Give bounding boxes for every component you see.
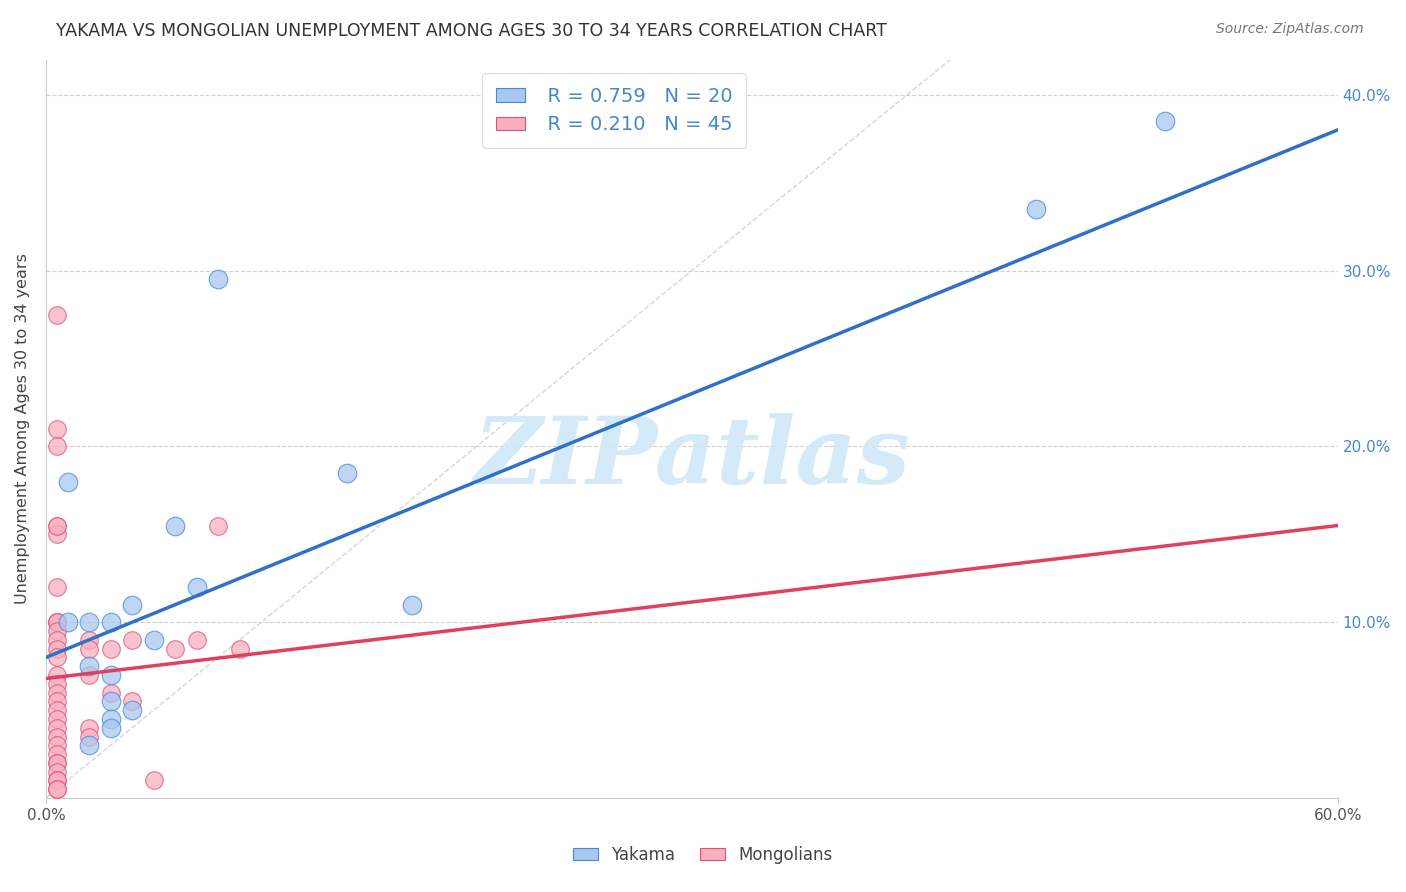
Point: [77, 615, 100, 630]
Point: [207, 272, 229, 286]
Point: [100, 721, 122, 735]
Point: [401, 598, 423, 612]
Point: [100, 712, 122, 726]
Point: [77, 632, 100, 647]
Point: [45, 712, 67, 726]
Point: [186, 632, 208, 647]
Point: [77, 721, 100, 735]
Point: [45, 527, 67, 541]
Legend:   R = 0.759   N = 20,   R = 0.210   N = 45: R = 0.759 N = 20, R = 0.210 N = 45: [482, 73, 747, 148]
Point: [100, 615, 122, 630]
Point: [56, 615, 79, 630]
Point: [45, 773, 67, 788]
Text: ZIPatlas: ZIPatlas: [474, 413, 910, 503]
Point: [45, 677, 67, 691]
Point: [45, 615, 67, 630]
Point: [121, 632, 143, 647]
Point: [121, 598, 143, 612]
Point: [100, 668, 122, 682]
Point: [45, 703, 67, 717]
Point: [45, 615, 67, 630]
Text: Source: ZipAtlas.com: Source: ZipAtlas.com: [1216, 22, 1364, 37]
Point: [1025, 202, 1047, 216]
Point: [45, 308, 67, 322]
Point: [56, 475, 79, 489]
Point: [45, 668, 67, 682]
Point: [45, 439, 67, 453]
Legend: Yakama, Mongolians: Yakama, Mongolians: [567, 839, 839, 871]
Point: [100, 685, 122, 699]
Point: [45, 739, 67, 753]
Point: [45, 694, 67, 708]
Point: [165, 518, 187, 533]
Point: [45, 632, 67, 647]
Point: [45, 747, 67, 761]
Point: [228, 641, 250, 656]
Point: [142, 632, 165, 647]
Point: [100, 694, 122, 708]
Point: [45, 756, 67, 770]
Point: [45, 422, 67, 436]
Y-axis label: Unemployment Among Ages 30 to 34 years: Unemployment Among Ages 30 to 34 years: [15, 253, 30, 604]
Point: [45, 721, 67, 735]
Point: [45, 518, 67, 533]
Point: [45, 773, 67, 788]
Point: [77, 668, 100, 682]
Point: [1154, 114, 1177, 128]
Text: YAKAMA VS MONGOLIAN UNEMPLOYMENT AMONG AGES 30 TO 34 YEARS CORRELATION CHART: YAKAMA VS MONGOLIAN UNEMPLOYMENT AMONG A…: [56, 22, 887, 40]
Point: [207, 518, 229, 533]
Point: [77, 730, 100, 744]
Point: [121, 694, 143, 708]
Point: [45, 730, 67, 744]
Point: [45, 641, 67, 656]
Point: [142, 773, 165, 788]
Point: [45, 756, 67, 770]
Point: [45, 782, 67, 797]
Point: [336, 466, 359, 480]
Point: [77, 659, 100, 673]
Point: [100, 641, 122, 656]
Point: [77, 641, 100, 656]
Point: [45, 518, 67, 533]
Point: [45, 650, 67, 665]
Point: [45, 580, 67, 594]
Point: [45, 624, 67, 638]
Point: [45, 782, 67, 797]
Point: [45, 615, 67, 630]
Point: [165, 641, 187, 656]
Point: [121, 703, 143, 717]
Point: [45, 685, 67, 699]
Point: [186, 580, 208, 594]
Point: [77, 739, 100, 753]
Point: [45, 764, 67, 779]
